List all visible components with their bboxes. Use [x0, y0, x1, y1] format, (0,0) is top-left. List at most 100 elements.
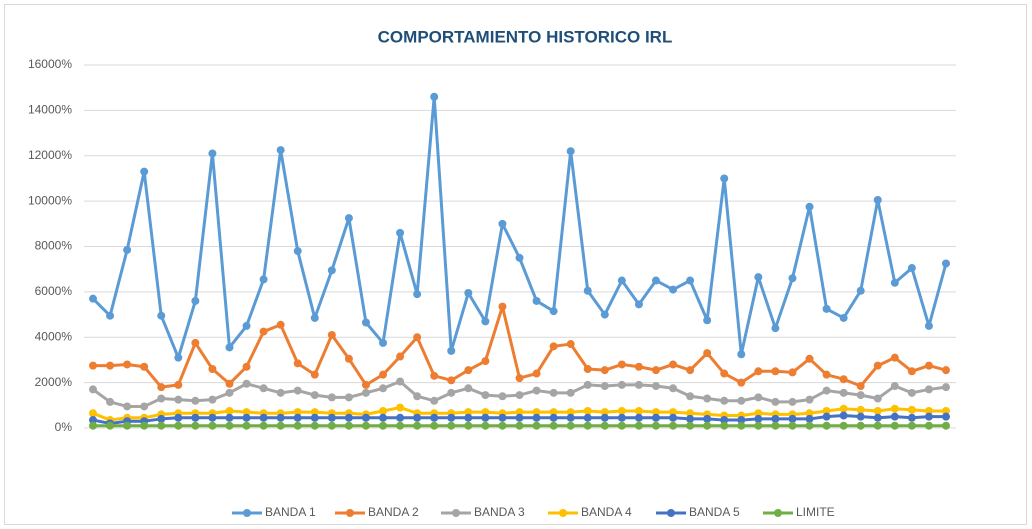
data-point [873, 195, 882, 204]
data-point [754, 409, 763, 418]
data-point [89, 409, 97, 418]
data-point [805, 202, 814, 211]
data-point [379, 406, 388, 415]
data-point [140, 402, 149, 411]
data-point [157, 394, 166, 403]
data-point [208, 395, 217, 404]
data-point [293, 413, 302, 422]
data-point [276, 320, 285, 329]
data-point [464, 408, 473, 417]
data-point [686, 421, 695, 430]
data-point [344, 214, 353, 223]
data-point [242, 408, 251, 417]
data-point [737, 350, 746, 359]
data-point [361, 318, 370, 327]
data-point [174, 353, 183, 362]
data-point [720, 416, 729, 425]
data-point [788, 274, 797, 283]
data-point [276, 146, 285, 155]
data-point [822, 412, 831, 421]
data-point [771, 397, 780, 406]
data-point [805, 414, 814, 423]
data-point [259, 275, 268, 284]
chart-frame [4, 4, 1027, 525]
data-point [396, 228, 405, 237]
data-point [123, 245, 132, 254]
data-point [242, 379, 251, 388]
data-point [583, 365, 592, 374]
data-point [464, 366, 473, 375]
data-point [379, 384, 388, 393]
data-point [566, 388, 575, 397]
data-point [617, 421, 626, 430]
y-tick-label: 12000% [28, 148, 72, 162]
data-point [532, 369, 541, 378]
y-tick-label: 16000% [28, 57, 72, 71]
data-point [822, 304, 831, 313]
data-point [447, 413, 456, 422]
data-point [942, 421, 950, 430]
data-point [583, 406, 592, 415]
data-point [225, 413, 234, 422]
data-point [583, 380, 592, 389]
data-point [617, 380, 626, 389]
data-point [361, 413, 370, 422]
data-point [805, 354, 814, 363]
data-point [174, 413, 183, 422]
data-point [839, 313, 848, 322]
data-point [737, 421, 746, 430]
data-point [379, 413, 388, 422]
data-point [907, 413, 916, 422]
legend-label: BANDA 4 [581, 505, 632, 519]
data-point [430, 413, 439, 422]
data-point [532, 421, 541, 430]
data-point [600, 408, 609, 417]
data-point [856, 286, 865, 295]
data-point [669, 384, 678, 393]
data-point [447, 346, 456, 355]
data-point [498, 219, 507, 228]
data-point [856, 421, 865, 430]
data-point [89, 421, 97, 430]
data-point [310, 413, 319, 422]
data-point [396, 377, 405, 386]
data-point [106, 361, 115, 370]
data-point [413, 421, 422, 430]
data-point [259, 384, 268, 393]
data-point [327, 266, 336, 275]
data-point [208, 413, 217, 422]
data-point [634, 413, 643, 422]
data-point [430, 421, 439, 430]
data-point [651, 382, 660, 391]
data-point [225, 421, 234, 430]
data-point [481, 317, 490, 326]
data-point [617, 360, 626, 369]
data-point [89, 361, 97, 370]
data-point [669, 421, 678, 430]
data-point [924, 385, 933, 394]
data-point [89, 385, 97, 394]
data-point [737, 378, 746, 387]
data-point [310, 421, 319, 430]
data-point [361, 380, 370, 389]
data-point [669, 360, 678, 369]
data-point [447, 388, 456, 397]
data-point [208, 421, 217, 430]
data-point [566, 408, 575, 417]
data-point [839, 411, 848, 420]
data-point [464, 421, 473, 430]
data-point [617, 406, 626, 415]
data-point [361, 421, 370, 430]
data-point [310, 408, 319, 417]
data-point [856, 405, 865, 414]
data-point [276, 421, 285, 430]
data-point [924, 406, 933, 415]
data-point [549, 388, 558, 397]
legend-label: BANDA 1 [265, 505, 316, 519]
data-point [464, 413, 473, 422]
data-point [293, 386, 302, 395]
data-point [890, 404, 899, 413]
data-point [720, 396, 729, 405]
data-point [344, 413, 353, 422]
